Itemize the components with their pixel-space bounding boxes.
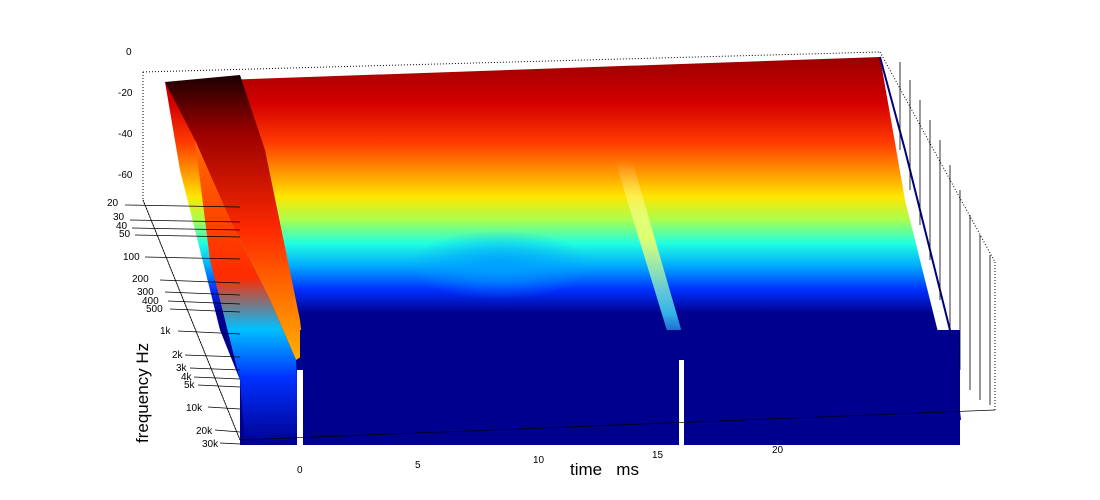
frequency-tick-label: 20 xyxy=(107,198,119,209)
right-edge-lines xyxy=(899,62,991,405)
frequency-tick-label: 3k xyxy=(176,363,188,374)
frequency-tick-label: 400 xyxy=(142,296,159,307)
surface xyxy=(165,56,961,445)
frequency-tick-label: 100 xyxy=(123,252,140,263)
time-tick-label: 20 xyxy=(772,445,784,456)
frequency-tick-label: 30 xyxy=(113,212,125,223)
frequency-axis: 20 30 40 50 100 200 300 400 500 1k 2k 3k… xyxy=(107,198,219,450)
time-tick-label: 15 xyxy=(652,450,664,461)
frequency-tick-label: 50 xyxy=(119,229,131,240)
frequency-tick-label: 300 xyxy=(137,287,154,298)
z-tick-label: 0 xyxy=(126,47,132,58)
time-tick-label: 0 xyxy=(297,465,303,476)
frequency-tick-label: 4k xyxy=(181,372,193,383)
frequency-tick-label: 200 xyxy=(132,274,149,285)
frequency-tick-label: 500 xyxy=(146,304,163,315)
time-axis: 0 5 10 15 20 time ms xyxy=(297,445,784,479)
time-axis-label: time ms xyxy=(570,460,639,479)
z-tick-label: -20 xyxy=(118,88,133,99)
frequency-tick-label: 2k xyxy=(172,350,184,361)
frequency-tick-label: 20k xyxy=(196,426,213,437)
frequency-tick-label: 5k xyxy=(184,380,196,391)
time-tick-label: 10 xyxy=(533,455,545,466)
frequency-tick-label: 10k xyxy=(186,403,203,414)
frequency-grid-lines xyxy=(124,199,996,445)
time-tick-label: 5 xyxy=(415,460,421,471)
frequency-axis-label: frequency Hz xyxy=(133,343,152,443)
frequency-tick-label: 40 xyxy=(116,221,128,232)
z-tick-label: -40 xyxy=(118,129,133,140)
z-tick-label: -60 xyxy=(118,170,133,181)
frequency-tick-label: 30k xyxy=(202,439,219,450)
frequency-tick-label: 1k xyxy=(160,326,172,337)
z-axis: 0 -20 -40 -60 xyxy=(118,47,133,181)
